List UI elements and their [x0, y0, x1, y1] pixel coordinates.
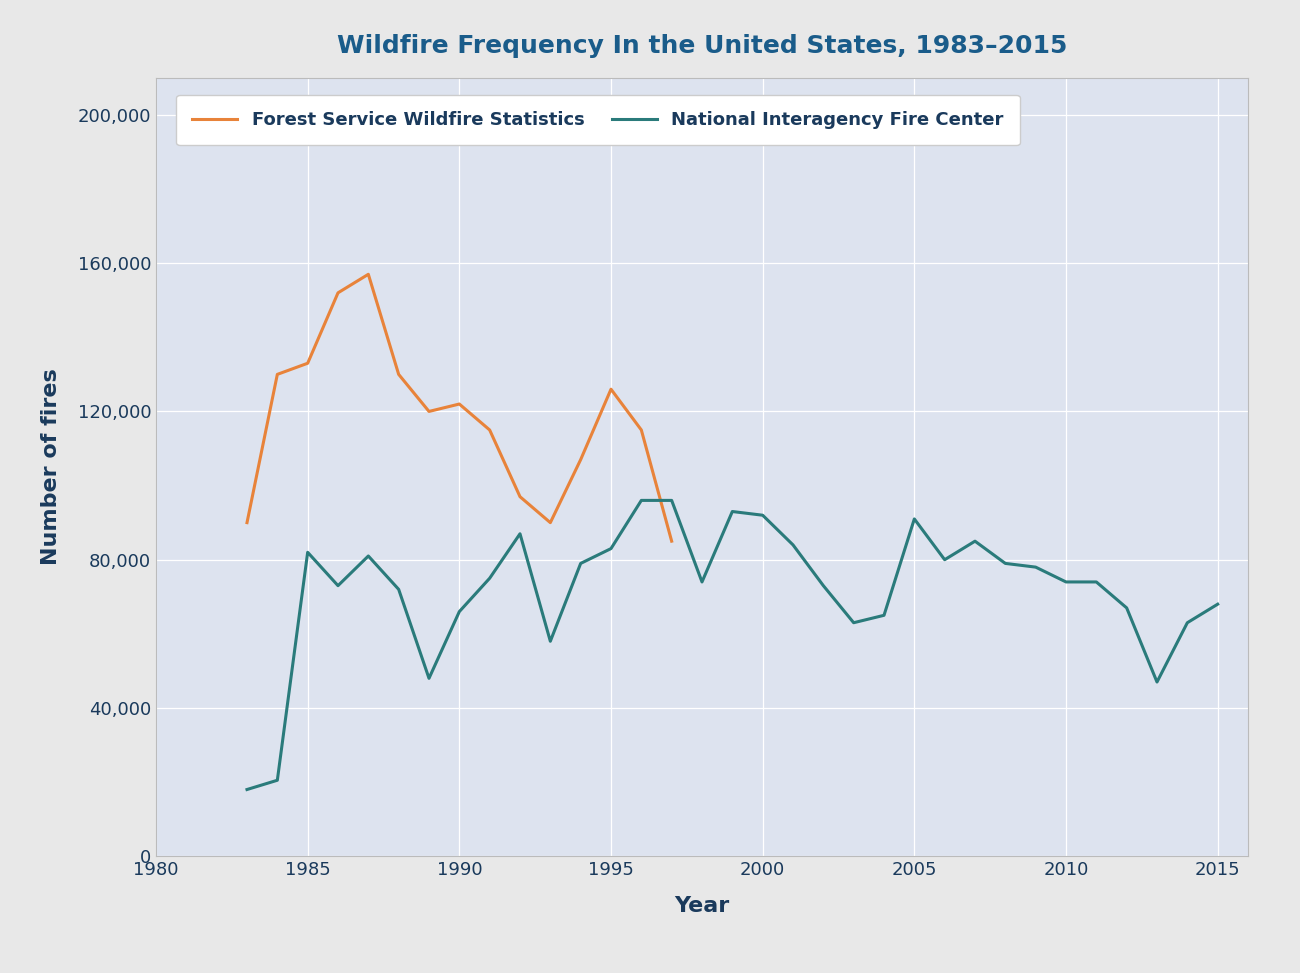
Forest Service Wildfire Statistics — [360, 269, 376, 280]
Y-axis label: Number of fires: Number of fires — [40, 369, 61, 565]
National Interagency Fire Center — [633, 494, 649, 506]
National Interagency Fire Center — [906, 513, 922, 524]
National Interagency Fire Center — [1119, 602, 1135, 614]
National Interagency Fire Center — [603, 543, 619, 555]
National Interagency Fire Center — [239, 783, 255, 795]
National Interagency Fire Center — [1058, 576, 1074, 588]
National Interagency Fire Center — [664, 494, 680, 506]
Forest Service Wildfire Statistics — [300, 357, 316, 369]
National Interagency Fire Center — [1028, 561, 1044, 573]
National Interagency Fire Center — [967, 535, 983, 547]
National Interagency Fire Center — [997, 558, 1013, 569]
Forest Service Wildfire Statistics — [482, 424, 498, 436]
National Interagency Fire Center — [815, 580, 831, 592]
Forest Service Wildfire Statistics — [239, 517, 255, 528]
National Interagency Fire Center — [482, 572, 498, 584]
Forest Service Wildfire Statistics — [512, 490, 528, 502]
National Interagency Fire Center — [573, 558, 589, 569]
Title: Wildfire Frequency In the United States, 1983–2015: Wildfire Frequency In the United States,… — [337, 34, 1067, 57]
Line: Forest Service Wildfire Statistics: Forest Service Wildfire Statistics — [247, 274, 672, 541]
National Interagency Fire Center — [330, 580, 346, 592]
National Interagency Fire Center — [391, 584, 407, 595]
Forest Service Wildfire Statistics — [633, 424, 649, 436]
National Interagency Fire Center — [1210, 598, 1226, 610]
National Interagency Fire Center — [1088, 576, 1104, 588]
Forest Service Wildfire Statistics — [391, 369, 407, 380]
Forest Service Wildfire Statistics — [542, 517, 558, 528]
National Interagency Fire Center — [512, 528, 528, 540]
National Interagency Fire Center — [1149, 676, 1165, 688]
Forest Service Wildfire Statistics — [603, 383, 619, 395]
National Interagency Fire Center — [542, 635, 558, 647]
Forest Service Wildfire Statistics — [269, 369, 285, 380]
National Interagency Fire Center — [360, 550, 376, 561]
X-axis label: Year: Year — [675, 896, 729, 916]
National Interagency Fire Center — [724, 506, 740, 518]
Forest Service Wildfire Statistics — [421, 406, 437, 417]
Forest Service Wildfire Statistics — [664, 535, 680, 547]
National Interagency Fire Center — [421, 672, 437, 684]
National Interagency Fire Center — [694, 576, 710, 588]
National Interagency Fire Center — [876, 609, 892, 621]
Legend: Forest Service Wildfire Statistics, National Interagency Fire Center: Forest Service Wildfire Statistics, Nati… — [176, 94, 1019, 145]
National Interagency Fire Center — [1179, 617, 1195, 629]
Forest Service Wildfire Statistics — [330, 287, 346, 299]
National Interagency Fire Center — [937, 554, 953, 565]
Forest Service Wildfire Statistics — [573, 453, 589, 465]
Line: National Interagency Fire Center: National Interagency Fire Center — [247, 500, 1218, 789]
National Interagency Fire Center — [269, 775, 285, 786]
National Interagency Fire Center — [755, 510, 771, 522]
National Interagency Fire Center — [451, 606, 467, 618]
National Interagency Fire Center — [300, 547, 316, 559]
National Interagency Fire Center — [846, 617, 862, 629]
Forest Service Wildfire Statistics — [451, 398, 467, 410]
National Interagency Fire Center — [785, 539, 801, 551]
